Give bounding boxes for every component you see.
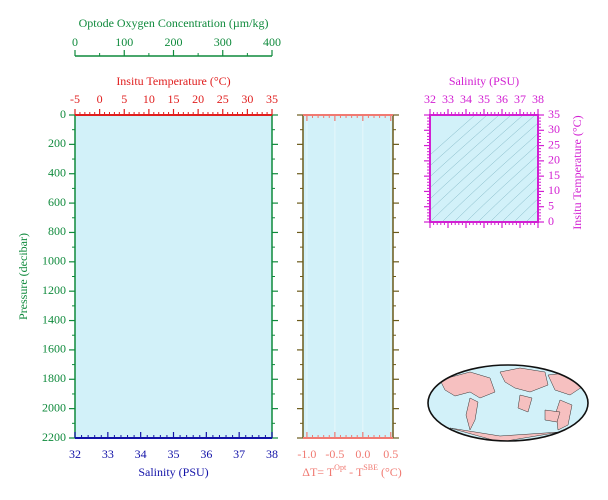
tick-label: 33 <box>442 92 454 106</box>
density-contour <box>430 115 536 211</box>
tick-label: 5 <box>548 198 554 212</box>
density-contour <box>477 165 538 222</box>
tick-label: 2000 <box>42 400 66 414</box>
tick-label: 100 <box>115 35 133 49</box>
tick-label: 0 <box>60 107 66 121</box>
tick-label: 1800 <box>42 371 66 385</box>
tick-label: -1.0 <box>297 447 316 461</box>
tick-label: 2200 <box>42 430 66 444</box>
tick-label: 200 <box>48 136 66 150</box>
density-contour <box>441 133 538 222</box>
density-contour <box>525 209 538 222</box>
tick-label: 25 <box>217 92 229 106</box>
tick-label: 15 <box>548 168 560 182</box>
x-axis-label: Salinity (PSU) <box>138 465 208 479</box>
density-contour <box>513 198 538 222</box>
density-contour <box>465 154 538 222</box>
x2-axis-label: Insitu Temperature (°C) <box>116 74 230 88</box>
tick-label: 0.5 <box>383 447 398 461</box>
plot-background <box>303 115 393 438</box>
tick-label: -5 <box>70 92 80 106</box>
tick-label: 600 <box>48 195 66 209</box>
tick-label: 35 <box>168 447 180 461</box>
tick-label: 20 <box>548 153 560 167</box>
world-map <box>427 364 589 442</box>
tick-label: 0.0 <box>355 447 370 461</box>
tick-label: 1400 <box>42 312 66 326</box>
tick-label: 1600 <box>42 342 66 356</box>
density-contour <box>430 115 512 188</box>
x-axis-label-part: Opt <box>334 463 347 472</box>
density-contour <box>453 143 538 222</box>
density-contour <box>430 122 538 222</box>
plot-background <box>75 115 272 438</box>
tick-label: 25 <box>548 137 560 151</box>
tick-label: 32 <box>424 92 436 106</box>
density-contour <box>430 115 500 177</box>
tick-label: 30 <box>548 122 560 136</box>
x-axis-label-part: (°C) <box>378 465 402 479</box>
tick-label: 1000 <box>42 254 66 268</box>
x-axis-label: ΔT= TOpt - TSBE (°C) <box>302 463 402 478</box>
x-axis-label-part: ΔT= T <box>302 465 335 479</box>
density-contour <box>586 95 608 222</box>
y-axis-label: Pressure (decibar) <box>16 233 30 320</box>
tick-label: 20 <box>192 92 204 106</box>
tick-label: 1200 <box>42 283 66 297</box>
tick-label: 0 <box>548 214 554 228</box>
tick-label: 38 <box>266 447 278 461</box>
tick-label: 34 <box>135 447 147 461</box>
tick-label: 200 <box>165 35 183 49</box>
tick-label: 30 <box>241 92 253 106</box>
x3-axis-label: Optode Oxygen Concentration (µm/kg) <box>79 16 269 30</box>
y-axis-label: Insitu Temperature (°C) <box>570 115 584 229</box>
tick-label: 5 <box>121 92 127 106</box>
tick-label: 36 <box>200 447 212 461</box>
density-contour <box>430 115 524 200</box>
tick-label: 34 <box>460 92 472 106</box>
density-contour <box>598 95 608 222</box>
tick-label: 36 <box>496 92 508 106</box>
tick-label: 32 <box>69 447 81 461</box>
tick-label: 400 <box>263 35 281 49</box>
x-axis-label-part: - T <box>346 465 364 479</box>
tick-label: 0 <box>72 35 78 49</box>
x-axis-label-part: SBE <box>363 463 378 472</box>
tick-label: 0 <box>97 92 103 106</box>
tick-label: 800 <box>48 224 66 238</box>
tick-label: 38 <box>532 92 544 106</box>
x-axis-label: Salinity (PSU) <box>449 74 519 88</box>
tick-label: 10 <box>548 183 560 197</box>
tick-label: 35 <box>266 92 278 106</box>
tick-label: 10 <box>143 92 155 106</box>
tick-label: 33 <box>102 447 114 461</box>
tick-label: -0.5 <box>325 447 344 461</box>
tick-label: 37 <box>233 447 245 461</box>
tick-label: 300 <box>214 35 232 49</box>
density-contour <box>489 176 538 222</box>
tick-label: 35 <box>478 92 490 106</box>
tick-label: 35 <box>548 107 560 121</box>
tick-label: 15 <box>168 92 180 106</box>
density-contour <box>501 187 538 222</box>
tick-label: 37 <box>514 92 526 106</box>
tick-label: 400 <box>48 165 66 179</box>
